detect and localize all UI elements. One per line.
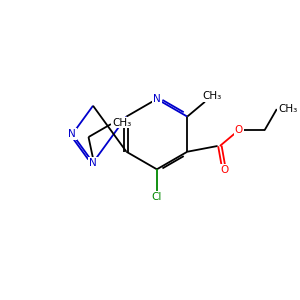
Text: CH₃: CH₃ <box>278 104 297 114</box>
Text: N: N <box>153 94 161 104</box>
Text: Cl: Cl <box>152 192 162 202</box>
Text: N: N <box>68 129 76 139</box>
Text: CH₃: CH₃ <box>112 118 131 128</box>
Text: CH₃: CH₃ <box>202 91 221 101</box>
Text: O: O <box>235 125 243 135</box>
Text: O: O <box>220 165 228 175</box>
Text: N: N <box>89 158 97 168</box>
